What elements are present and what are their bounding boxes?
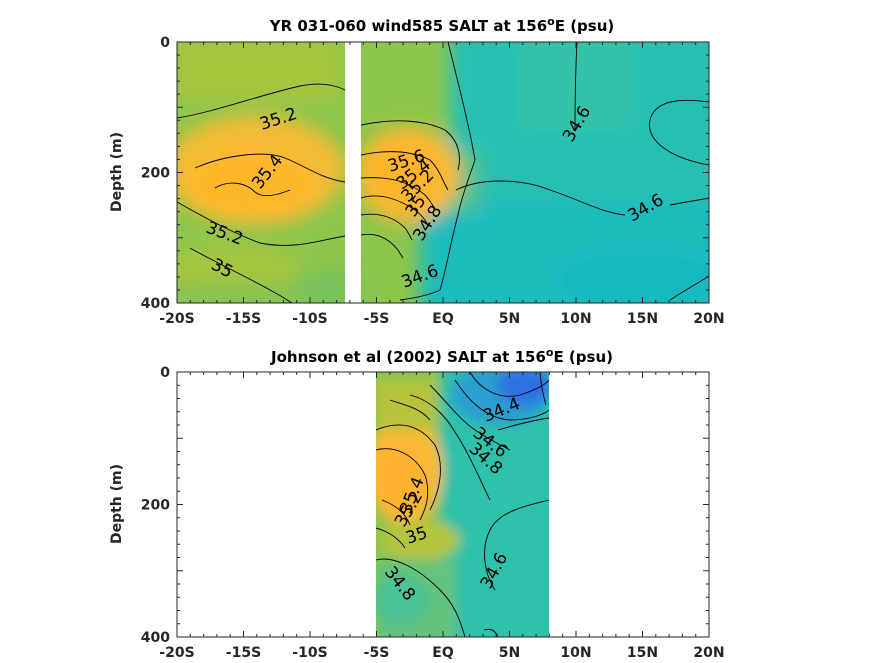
- model-gap: [345, 42, 361, 303]
- y-tick-label: 200: [141, 498, 170, 514]
- x-tick-label: 15N: [627, 645, 658, 661]
- x-tick-label: 10N: [560, 311, 591, 327]
- x-tick-label: -15S: [226, 645, 261, 661]
- panel-obs-ticks: -20S -15S -10S -5S EQ 5N 10N 15N 20N 0 200 400: [141, 365, 725, 661]
- x-tick-label: 10N: [560, 645, 591, 661]
- x-tick-label: 20N: [693, 311, 724, 327]
- y-tick-label: 0: [160, 365, 170, 381]
- obs-salinity-field: [376, 372, 549, 637]
- x-tick-label: -15S: [226, 311, 261, 327]
- x-tick-label: 5N: [499, 645, 520, 661]
- x-tick-label: 20N: [693, 645, 724, 661]
- y-tick-label: 200: [141, 166, 170, 182]
- x-tick-label: EQ: [432, 311, 454, 327]
- y-tick-label: 0: [160, 35, 170, 51]
- x-tick-label: EQ: [432, 645, 454, 661]
- x-tick-label: -10S: [292, 645, 327, 661]
- y-tick-label: 400: [141, 296, 170, 312]
- panel-obs-title: Johnson et al (2002) SALT at 156oE (psu): [270, 346, 613, 366]
- panel-obs-ylabel: Depth (m): [109, 464, 125, 544]
- x-tick-label: 15N: [627, 311, 658, 327]
- x-tick-label: -20S: [159, 311, 194, 327]
- y-tick-label: 400: [141, 630, 170, 646]
- x-tick-label: -20S: [159, 645, 194, 661]
- panel-obs: Johnson et al (2002) SALT at 156oE (psu): [109, 346, 725, 661]
- model-salinity-field: [177, 42, 709, 303]
- x-tick-label: -5S: [364, 311, 390, 327]
- panel-model-ylabel: Depth (m): [109, 132, 125, 212]
- x-tick-label: 5N: [499, 311, 520, 327]
- panel-model-ticks: -20S -15S -10S -5S EQ 5N 10N 15N 20N 0 200 400: [141, 35, 725, 327]
- x-tick-label: -10S: [292, 311, 327, 327]
- x-tick-label: -5S: [364, 645, 390, 661]
- panel-model: YR 031-060 wind585 SALT at 156oE (psu): [109, 15, 725, 327]
- panel-model-title: YR 031-060 wind585 SALT at 156oE (psu): [269, 15, 615, 35]
